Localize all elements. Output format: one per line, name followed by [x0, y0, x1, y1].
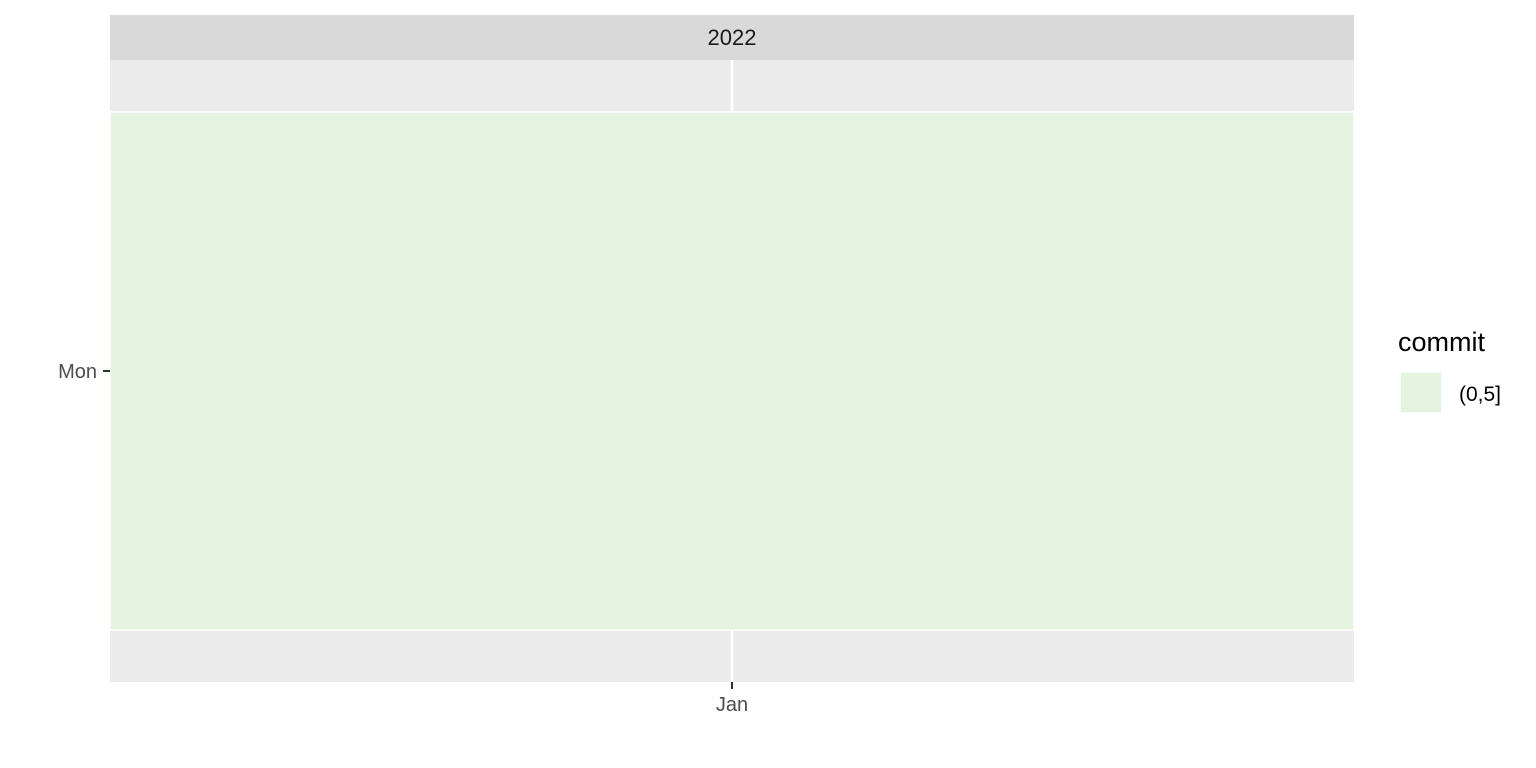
heatmap-tiles [109, 111, 1355, 631]
x-tick-label: Jan [716, 694, 748, 716]
legend-label: (0,5] [1459, 383, 1501, 406]
heatmap-tile [109, 111, 1355, 631]
legend-key [1399, 371, 1443, 414]
y-tick-label: Mon [58, 361, 97, 383]
facet-strip [110, 15, 1354, 60]
facet-label: 2022 [708, 25, 757, 50]
legend-title: commit [1398, 327, 1485, 357]
